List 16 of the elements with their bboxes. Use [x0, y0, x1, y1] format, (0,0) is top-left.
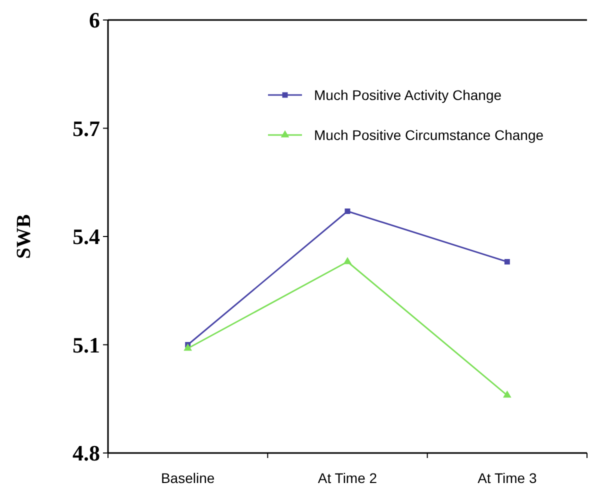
- y-axis-title: SWB: [13, 214, 35, 259]
- point: [184, 344, 192, 351]
- x-tick-label: At Time 3: [478, 470, 537, 486]
- point: [344, 208, 350, 214]
- x-tick-label: Baseline: [160, 470, 215, 486]
- point: [504, 259, 510, 264]
- legend-label: Much Positive Circumstance Change: [314, 126, 544, 143]
- y-tick-label: 5.1: [72, 332, 100, 358]
- point: [503, 390, 512, 398]
- y-tick-label: 6: [89, 8, 100, 33]
- legend-label: Much Positive Activity Change: [314, 86, 502, 103]
- y-tick-label: 4.8: [72, 440, 100, 466]
- y-tick-label: 5.4: [72, 224, 100, 250]
- x-tick-label: At Time 2: [318, 470, 378, 486]
- y-tick-label: 5.7: [72, 116, 100, 141]
- point: [343, 256, 352, 264]
